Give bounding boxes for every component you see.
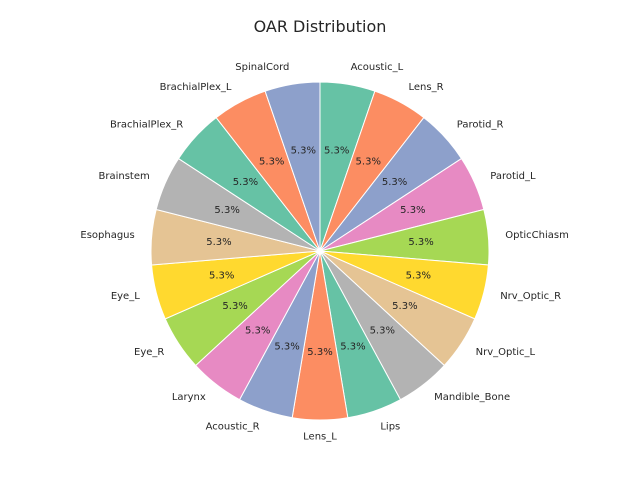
pie-category-label: Lips	[380, 421, 400, 432]
pie-percent-label: 5.3%	[340, 341, 365, 352]
pie-percent-label: 5.3%	[214, 205, 239, 216]
pie-percent-label: 5.3%	[233, 177, 258, 188]
pie-percent-label: 5.3%	[370, 326, 395, 337]
pie-category-label: SpinalCord	[235, 62, 289, 73]
pie-category-label: Lens_L	[303, 431, 337, 442]
pie-category-label: Lens_R	[408, 82, 443, 93]
pie-category-label: Larynx	[172, 392, 206, 403]
pie-percent-label: 5.3%	[206, 237, 231, 248]
pie-percent-label: 5.3%	[245, 326, 270, 337]
pie-category-label: Mandible_Bone	[434, 392, 510, 403]
pie-category-label: Nrv_Optic_L	[476, 347, 536, 358]
pie-category-label: Eye_R	[134, 347, 164, 358]
pie-percent-label: 5.3%	[392, 301, 417, 312]
pie-percent-label: 5.3%	[307, 347, 332, 358]
pie-percent-label: 5.3%	[274, 341, 299, 352]
pie-percent-label: 5.3%	[408, 237, 433, 248]
pie-percent-label: 5.3%	[406, 270, 431, 281]
pie-category-label: BrachialPlex_R	[110, 120, 183, 131]
pie-category-label: Eye_L	[111, 291, 140, 302]
pie-percent-label: 5.3%	[356, 156, 381, 167]
pie-category-label: Brainstem	[99, 171, 150, 182]
pie-percent-label: 5.3%	[400, 205, 425, 216]
pie-slice-spinalcord	[264, 81, 321, 252]
pie-percent-label: 5.3%	[291, 145, 316, 156]
pie-category-label: OpticChiasm	[505, 230, 569, 241]
pie-category-label: Acoustic_R	[206, 421, 260, 432]
pie-percent-labels: 5.3%5.3%5.3%5.3%5.3%5.3%5.3%5.3%5.3%5.3%…	[206, 145, 434, 357]
pie-category-labels: Acoustic_L Lens_R Parotid_R Parotid_L OpticC…	[80, 62, 568, 442]
pie-category-label: Parotid_R	[457, 120, 504, 131]
pie-slices	[150, 81, 490, 421]
pie-category-label: Acoustic_L	[351, 62, 404, 73]
pie-percent-label: 5.3%	[324, 145, 349, 156]
pie-category-label: BrachialPlex_L	[160, 82, 232, 93]
pie-category-label: Esophagus	[80, 230, 134, 241]
pie-percent-label: 5.3%	[222, 301, 247, 312]
pie-percent-label: 5.3%	[209, 270, 234, 281]
pie-percent-label: 5.3%	[259, 156, 284, 167]
chart-title: OAR Distribution	[254, 17, 387, 36]
pie-percent-label: 5.3%	[382, 177, 407, 188]
pie-category-label: Nrv_Optic_R	[500, 291, 561, 302]
pie-category-label: Parotid_L	[490, 171, 536, 182]
